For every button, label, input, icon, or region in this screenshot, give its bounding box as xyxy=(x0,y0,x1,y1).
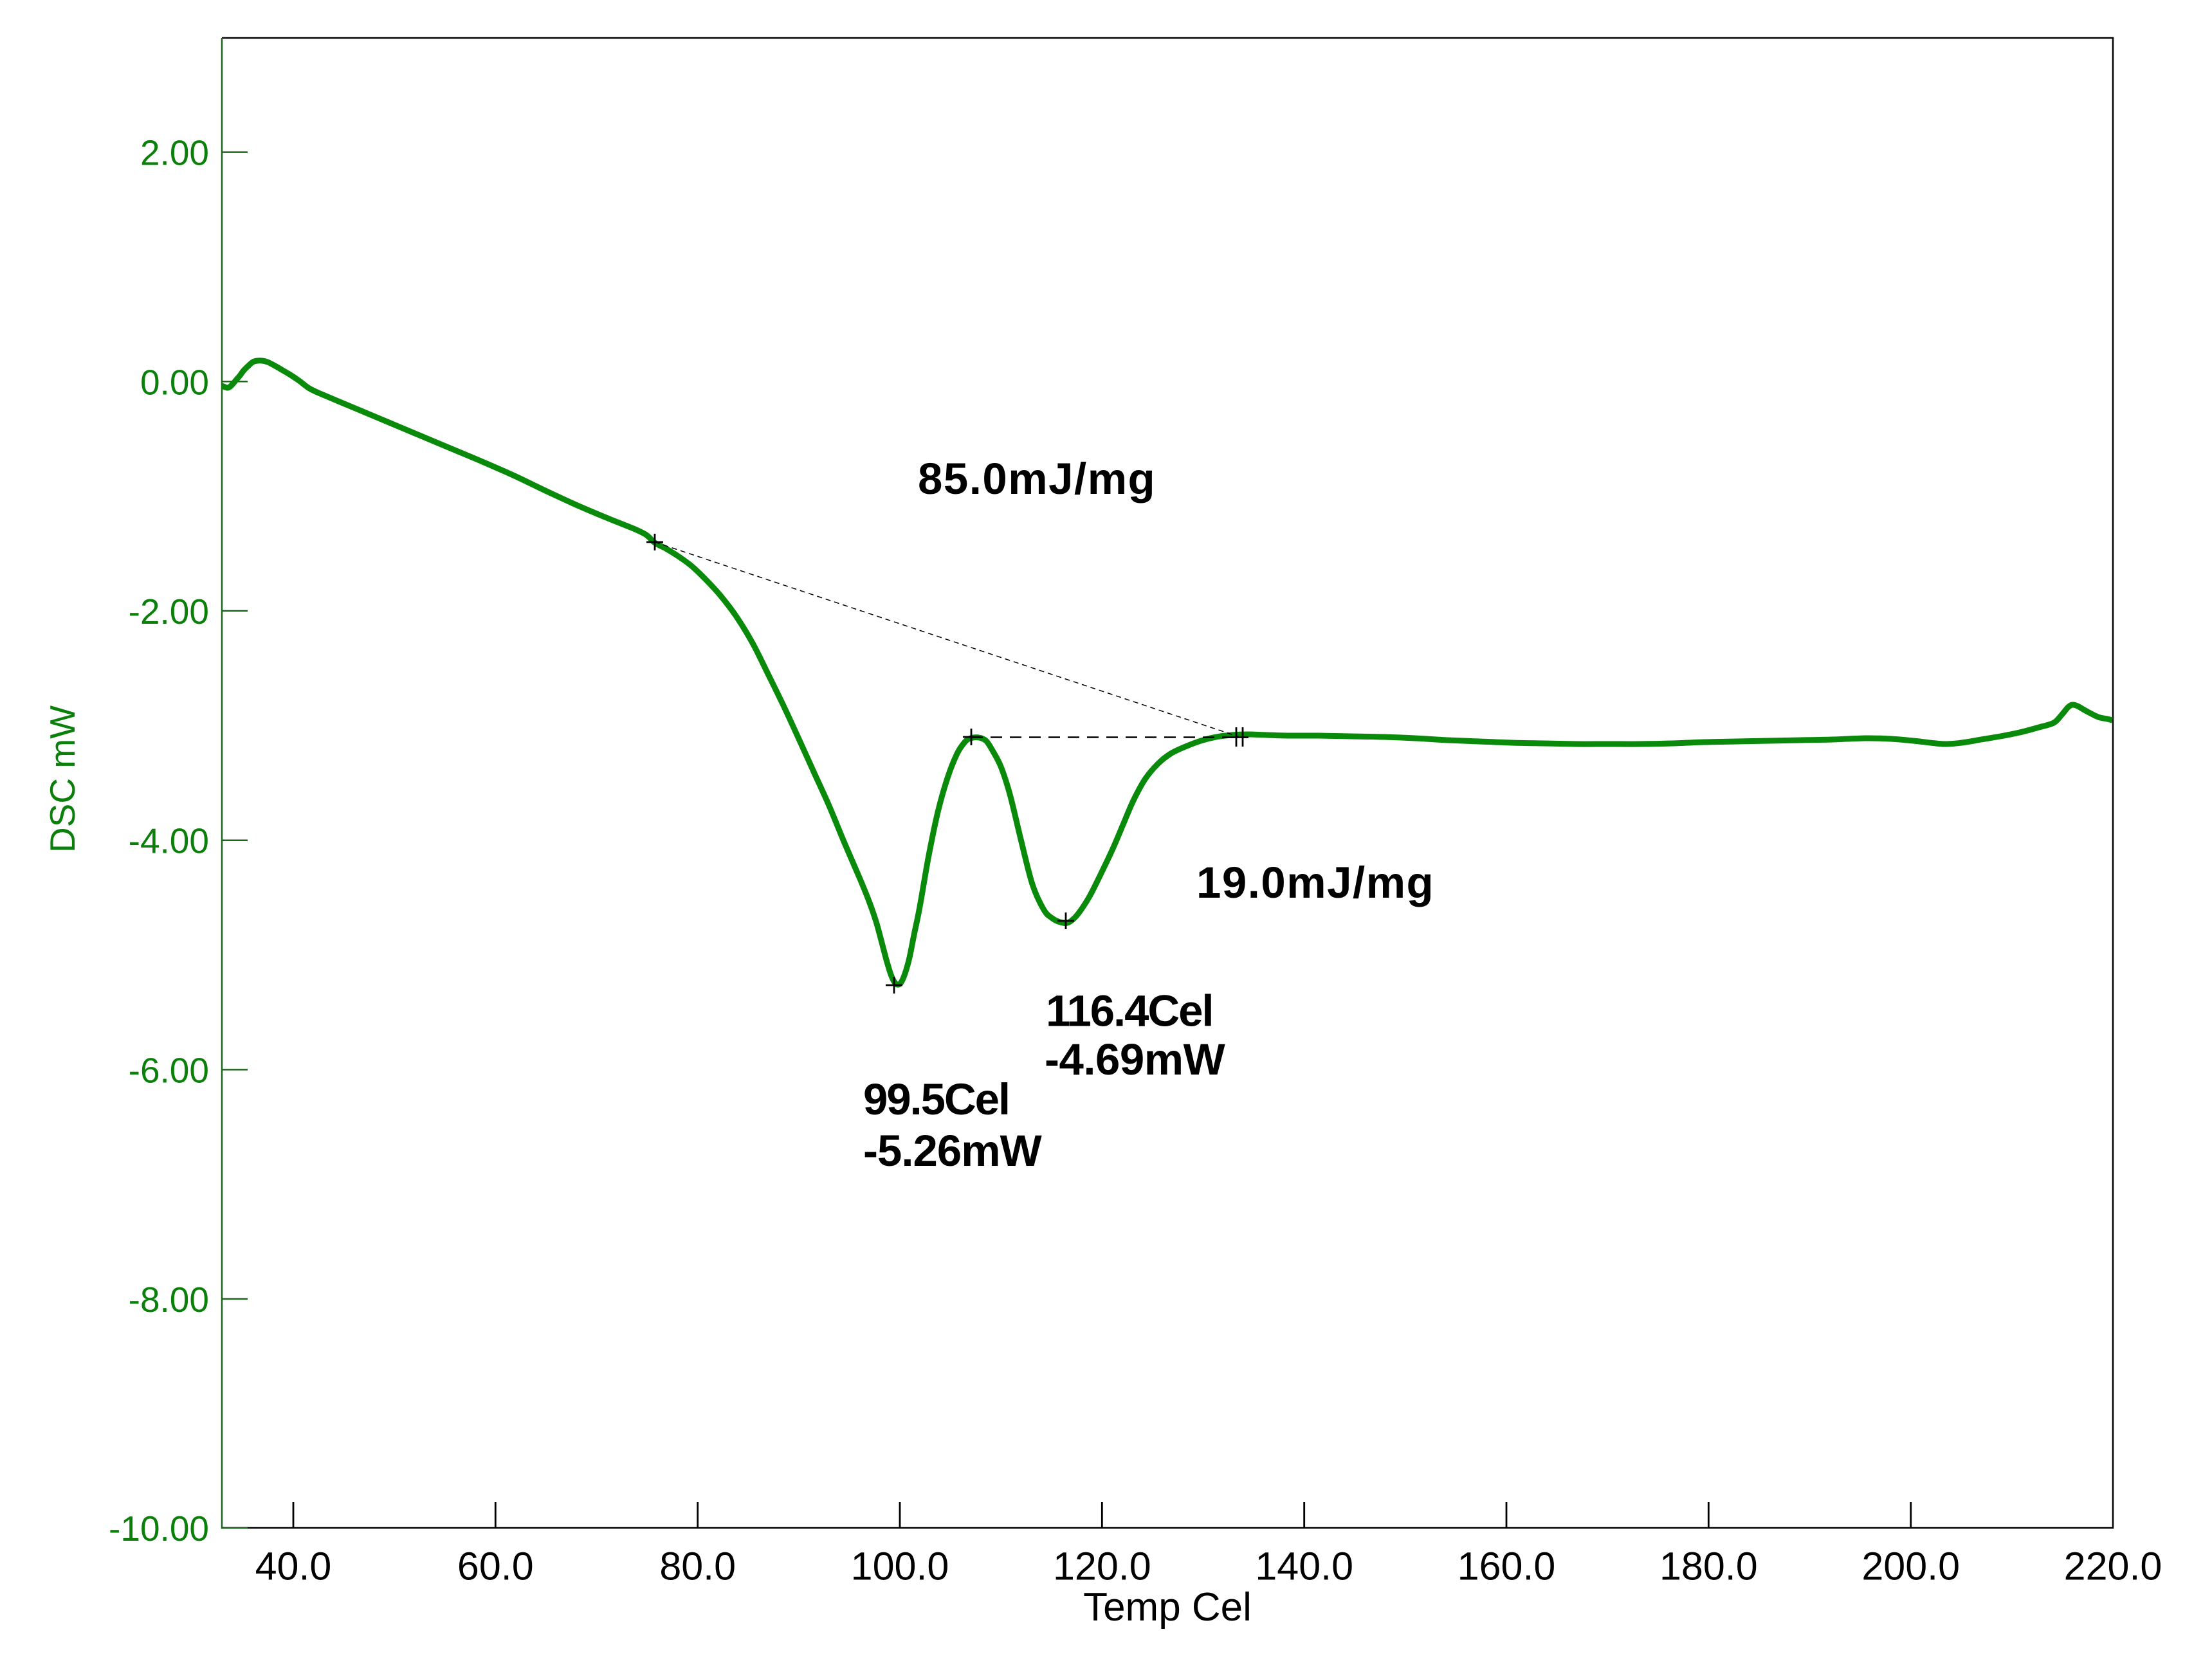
svg-text:100.0: 100.0 xyxy=(851,1545,949,1588)
svg-text:220.0: 220.0 xyxy=(2064,1545,2162,1588)
svg-text:85.0mJ/mg: 85.0mJ/mg xyxy=(918,454,1156,504)
svg-text:80.0: 80.0 xyxy=(659,1545,736,1588)
svg-text:99.5Cel: 99.5Cel xyxy=(863,1075,1009,1124)
svg-text:-6.00: -6.00 xyxy=(129,1050,209,1090)
svg-text:2.00: 2.00 xyxy=(140,133,209,173)
svg-text:116.4Cel: 116.4Cel xyxy=(1046,986,1212,1036)
svg-text:40.0: 40.0 xyxy=(255,1545,332,1588)
svg-text:-5.26mW: -5.26mW xyxy=(863,1126,1043,1175)
svg-text:0.00: 0.00 xyxy=(140,362,209,402)
svg-text:200.0: 200.0 xyxy=(1861,1545,1960,1588)
svg-text:DSC mW: DSC mW xyxy=(42,705,82,853)
svg-text:Temp Cel: Temp Cel xyxy=(1083,1585,1252,1629)
svg-text:19.0mJ/mg: 19.0mJ/mg xyxy=(1196,858,1434,907)
svg-text:140.0: 140.0 xyxy=(1255,1545,1353,1588)
svg-text:-4.00: -4.00 xyxy=(129,821,209,861)
svg-text:-4.69mW: -4.69mW xyxy=(1045,1035,1226,1084)
svg-text:160.0: 160.0 xyxy=(1458,1545,1556,1588)
svg-text:120.0: 120.0 xyxy=(1053,1545,1151,1588)
svg-text:180.0: 180.0 xyxy=(1659,1545,1758,1588)
svg-text:-2.00: -2.00 xyxy=(129,592,209,631)
svg-text:-10.00: -10.00 xyxy=(109,1509,209,1548)
svg-text:60.0: 60.0 xyxy=(457,1545,534,1588)
svg-text:-8.00: -8.00 xyxy=(129,1280,209,1320)
